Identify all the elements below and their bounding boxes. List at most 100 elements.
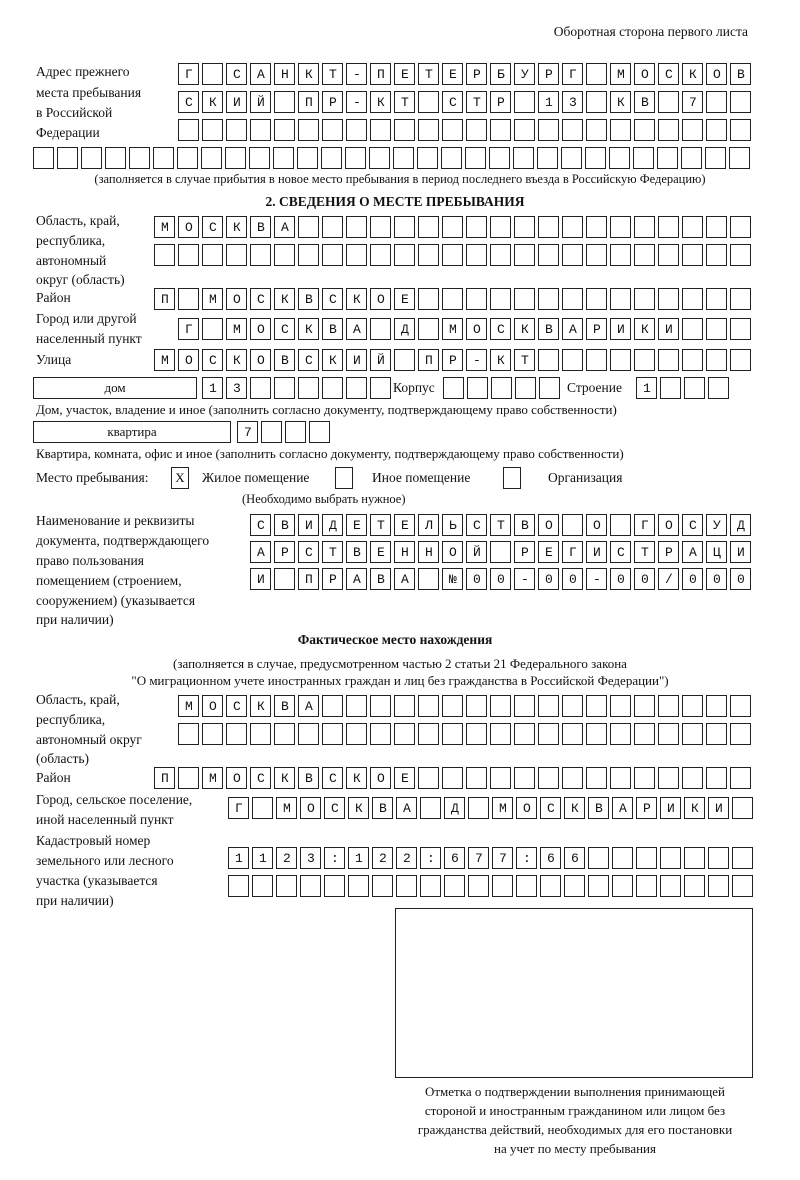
letter-cell[interactable]	[348, 847, 369, 869]
letter-cell[interactable]	[370, 514, 391, 536]
letter-cell[interactable]	[682, 216, 703, 238]
letter-cell[interactable]	[588, 847, 609, 869]
letter-cell[interactable]	[129, 147, 150, 169]
letter-cell[interactable]	[370, 244, 391, 266]
letter-cell[interactable]	[322, 216, 343, 238]
letter-cell[interactable]	[276, 847, 297, 869]
letter-cell[interactable]	[586, 91, 607, 113]
letter-cell[interactable]	[442, 288, 463, 310]
letter-cell[interactable]	[586, 216, 607, 238]
letter-cell[interactable]	[634, 216, 655, 238]
letter-cell[interactable]	[202, 377, 223, 399]
letter-cell[interactable]	[178, 349, 199, 371]
letter-cell[interactable]	[562, 91, 583, 113]
letter-cell[interactable]	[588, 875, 609, 897]
letter-cell[interactable]	[394, 216, 415, 238]
letter-cell[interactable]	[586, 244, 607, 266]
letter-cell[interactable]	[444, 875, 465, 897]
letter-cell[interactable]	[298, 723, 319, 745]
letter-cell[interactable]	[634, 723, 655, 745]
letter-cell[interactable]	[610, 695, 631, 717]
letter-cell[interactable]	[418, 63, 439, 85]
letter-cell[interactable]	[442, 119, 463, 141]
letter-cell[interactable]	[730, 695, 751, 717]
letter-cell[interactable]	[324, 797, 345, 819]
letter-cell[interactable]	[226, 723, 247, 745]
letter-cell[interactable]	[490, 514, 511, 536]
letter-cell[interactable]	[298, 349, 319, 371]
letter-cell[interactable]	[250, 767, 271, 789]
letter-cell[interactable]	[682, 541, 703, 563]
letter-cell[interactable]	[610, 349, 631, 371]
letter-cell[interactable]	[274, 541, 295, 563]
letter-cell[interactable]	[490, 244, 511, 266]
letter-cell[interactable]	[298, 119, 319, 141]
letter-cell[interactable]	[154, 288, 175, 310]
letter-cell[interactable]	[729, 147, 750, 169]
letter-cell[interactable]	[346, 568, 367, 590]
letter-cell[interactable]	[346, 723, 367, 745]
letter-cell[interactable]	[684, 377, 705, 399]
letter-cell[interactable]	[634, 349, 655, 371]
letter-cell[interactable]	[489, 147, 510, 169]
letter-cell[interactable]	[420, 847, 441, 869]
letter-cell[interactable]	[441, 147, 462, 169]
letter-cell[interactable]	[417, 147, 438, 169]
letter-cell[interactable]	[226, 695, 247, 717]
letter-cell[interactable]	[706, 119, 727, 141]
letter-cell[interactable]	[274, 119, 295, 141]
letter-cell[interactable]	[177, 147, 198, 169]
letter-cell[interactable]	[514, 288, 535, 310]
letter-cell[interactable]	[538, 63, 559, 85]
letter-cell[interactable]	[418, 216, 439, 238]
letter-cell[interactable]	[274, 288, 295, 310]
letter-cell[interactable]	[492, 875, 513, 897]
letter-cell[interactable]	[322, 63, 343, 85]
letter-cell[interactable]	[706, 288, 727, 310]
letter-cell[interactable]	[634, 244, 655, 266]
letter-cell[interactable]	[490, 318, 511, 340]
letter-cell[interactable]	[730, 514, 751, 536]
letter-cell[interactable]	[465, 147, 486, 169]
letter-cell[interactable]	[730, 63, 751, 85]
letter-cell[interactable]	[226, 349, 247, 371]
letter-cell[interactable]	[658, 695, 679, 717]
letter-cell[interactable]	[708, 377, 729, 399]
letter-cell[interactable]	[682, 695, 703, 717]
letter-cell[interactable]	[514, 63, 535, 85]
letter-cell[interactable]	[514, 318, 535, 340]
letter-cell[interactable]	[324, 875, 345, 897]
letter-cell[interactable]	[226, 63, 247, 85]
letter-cell[interactable]	[730, 244, 751, 266]
letter-cell[interactable]	[178, 767, 199, 789]
letter-cell[interactable]	[468, 797, 489, 819]
letter-cell[interactable]	[705, 147, 726, 169]
letter-cell[interactable]	[226, 119, 247, 141]
letter-cell[interactable]	[178, 244, 199, 266]
letter-cell[interactable]	[226, 318, 247, 340]
letter-cell[interactable]	[658, 767, 679, 789]
letter-cell[interactable]	[706, 318, 727, 340]
letter-cell[interactable]	[732, 797, 753, 819]
letter-cell[interactable]	[274, 91, 295, 113]
letter-cell[interactable]	[466, 63, 487, 85]
letter-cell[interactable]	[346, 318, 367, 340]
letter-cell[interactable]	[610, 767, 631, 789]
letter-cell[interactable]	[586, 541, 607, 563]
letter-cell[interactable]	[658, 318, 679, 340]
letter-cell[interactable]	[466, 119, 487, 141]
letter-cell[interactable]	[634, 568, 655, 590]
letter-cell[interactable]	[250, 568, 271, 590]
letter-cell[interactable]	[348, 797, 369, 819]
letter-cell[interactable]	[346, 695, 367, 717]
letter-cell[interactable]	[538, 541, 559, 563]
letter-cell[interactable]	[370, 695, 391, 717]
letter-cell[interactable]	[250, 318, 271, 340]
letter-cell[interactable]	[396, 797, 417, 819]
letter-cell[interactable]	[394, 91, 415, 113]
letter-cell[interactable]	[346, 244, 367, 266]
letter-cell[interactable]	[201, 147, 222, 169]
letter-cell[interactable]	[394, 119, 415, 141]
apt-type-field[interactable]: квартира	[33, 421, 231, 443]
letter-cell[interactable]	[178, 63, 199, 85]
